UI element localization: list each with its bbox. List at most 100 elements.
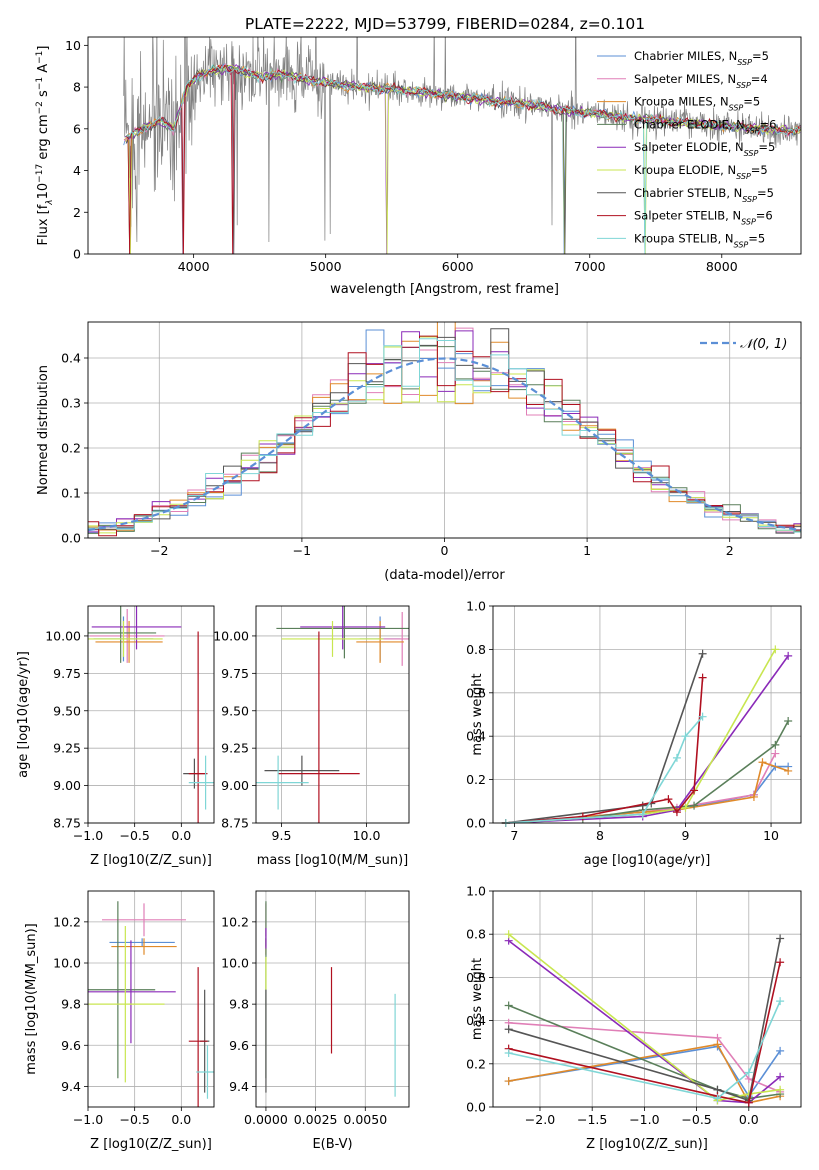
weight-point-marker (776, 958, 785, 967)
y-tick-label: 10.0 (53, 956, 81, 971)
x-tick-label: 0 (441, 543, 449, 558)
legend-label: Kroupa MILES, NSSP=5 (634, 95, 760, 113)
y-tick-label: 10 (65, 38, 81, 53)
errorbar-point (88, 620, 163, 657)
y-tick-label: 0.8 (466, 642, 486, 657)
y-tick-label: 6 (73, 121, 81, 136)
y-axis-label: mass [log10(M/M_sun)] (24, 923, 39, 1075)
weight-point-marker (771, 749, 780, 758)
errorbar-point (88, 606, 157, 663)
legend-label: Kroupa ELODIE, NSSP=5 (634, 163, 768, 181)
x-tick-label: 9 (682, 828, 690, 843)
y-tick-label: 9.4 (229, 1079, 249, 1094)
weight-point-marker (690, 801, 699, 810)
y-axis-label: mass weight (470, 958, 485, 1040)
residual-histogram (88, 338, 801, 533)
x-axis-label: mass [log10(M/M_sun)] (257, 853, 409, 868)
errorbar-point (88, 940, 176, 1044)
x-tick-label: 5000 (310, 259, 342, 274)
weight-point-marker (713, 1040, 722, 1049)
spectrum-panel: 4000 5000 6000 7000 8000 0 2 4 6 8 10 wavelength [A… (35, 36, 802, 297)
y-tick-label: 9.75 (221, 666, 249, 681)
weight-series-line (508, 1043, 781, 1104)
weight-series-line (508, 1022, 781, 1093)
weight-point-marker (681, 803, 690, 812)
y-tick-label: 9.8 (229, 997, 249, 1012)
errorbar-point (378, 611, 409, 666)
x-axis-label: wavelength [Angstrom, rest frame] (330, 282, 559, 297)
y-tick-label: 9.6 (61, 1038, 81, 1053)
legend-label: Salpeter STELIB, NSSP=6 (634, 209, 773, 227)
errorbar-point (276, 606, 409, 659)
y-axis-label: mass weight (470, 673, 485, 755)
weight-series-line (508, 1004, 781, 1100)
y-tick-label: 9.25 (53, 741, 81, 756)
legend-label: Kroupa STELIB, NSSP=5 (634, 231, 765, 249)
x-tick-label: −1.5 (577, 1112, 607, 1127)
errorbar-point (188, 631, 208, 823)
weight-series-line (508, 1000, 781, 1100)
errorbar-point (88, 901, 156, 1079)
y-tick-label: 10.00 (45, 628, 81, 643)
weight-point-marker (776, 1085, 785, 1094)
age_vs_mass-panel: 9.5 10.0 8.75 9.00 9.25 9.50 9.75 10.00 mass [lo… (213, 605, 410, 868)
errorbar-point (95, 620, 163, 663)
errorbar-point (111, 938, 177, 955)
errorbar-point (109, 938, 175, 947)
x-tick-label: 0.0025 (294, 1112, 338, 1127)
x-axis-label: Z [log10(Z/Z_sun)] (90, 1137, 212, 1152)
age_vs_Z-panel: −1.0 −0.5 0.0 8.75 9.00 9.25 9.50 9.75 10.00 Z [l… (16, 605, 215, 868)
y-tick-label: 8.75 (221, 816, 249, 831)
y-tick-label: 1.0 (466, 884, 486, 899)
x-tick-label: −0.5 (119, 828, 149, 843)
normal-reference-curve (87, 357, 802, 532)
axes-frame (87, 36, 802, 255)
y-tick-label: 9.25 (221, 741, 249, 756)
weight-point-marker (504, 1001, 513, 1010)
x-axis-label: E(B-V) (312, 1137, 352, 1152)
weight-point-marker (504, 1077, 513, 1086)
weight-point-marker (698, 712, 707, 721)
x-axis-label: Z [log10(Z/Z_sun)] (90, 853, 212, 868)
x-tick-label: 7 (510, 828, 518, 843)
axes-frame (87, 605, 215, 824)
weight-point-marker (776, 1072, 785, 1081)
weight-point-marker (664, 795, 673, 804)
weight-point-marker (784, 651, 793, 660)
x-tick-label: 2 (726, 543, 734, 558)
axes-frame (255, 605, 410, 824)
residuals-panel: −2 −1 0 1 2 0.0 0.1 0.2 0.3 0.4 (data-model)/error… (36, 321, 802, 583)
weight-point-marker (698, 673, 707, 682)
y-tick-label: 9.00 (221, 778, 249, 793)
y-tick-label: 2 (73, 205, 81, 220)
axes-frame (87, 890, 215, 1108)
y-tick-label: 0.1 (61, 486, 81, 501)
x-tick-label: 8 (596, 828, 604, 843)
weight-point-marker (672, 808, 681, 817)
legend-label: Chabrier STELIB, NSSP=5 (634, 186, 774, 204)
y-tick-label: 0.4 (466, 1013, 486, 1028)
y-tick-label: 4 (73, 163, 81, 178)
x-tick-label: −1.0 (73, 828, 103, 843)
y-tick-label: 9.6 (229, 1038, 249, 1053)
model-line (126, 64, 801, 254)
x-tick-label: −1 (293, 543, 311, 558)
weight-point-marker (776, 1046, 785, 1055)
figure-title: PLATE=2222, MJD=53799, FIBERID=0284, z=0… (245, 15, 645, 33)
x-tick-label: −1.0 (73, 1112, 103, 1127)
mass_vs_Z-panel: −1.0 −0.5 0.0 9.4 9.6 9.8 10.0 10.2 Z [log10(Z/Z… (24, 890, 215, 1152)
axes-frame (492, 605, 802, 824)
errorbar-point (196, 1045, 214, 1099)
y-tick-label: 9.00 (53, 778, 81, 793)
y-axis-label: Normed distribution (36, 365, 51, 495)
weight-point-marker (771, 740, 780, 749)
errorbar-point (88, 925, 165, 1083)
weight-series-line (505, 653, 704, 824)
x-tick-label: 0.0 (739, 1112, 759, 1127)
y-tick-label: 9.8 (61, 997, 81, 1012)
weight-point-marker (690, 786, 699, 795)
weight-series-line (505, 677, 704, 824)
model-line (123, 63, 801, 254)
errorbar-point (188, 967, 208, 1107)
